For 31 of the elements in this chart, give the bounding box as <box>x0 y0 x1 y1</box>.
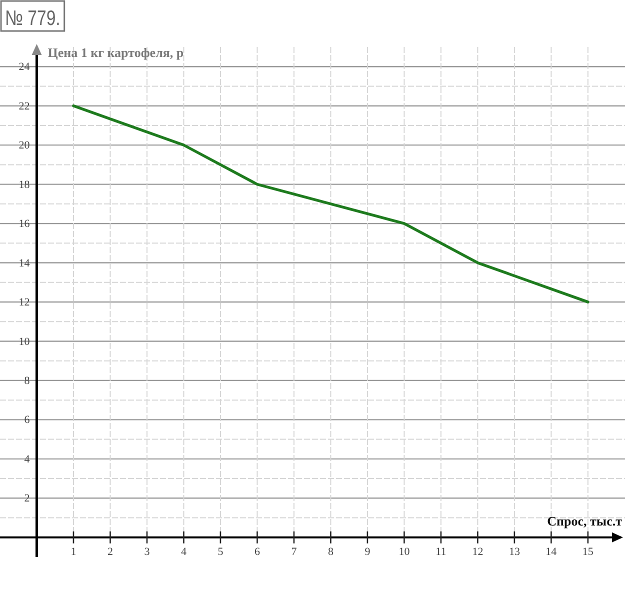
x-tick-label: 13 <box>508 546 520 558</box>
y-tick-label: 20 <box>18 140 30 152</box>
x-tick-label: 3 <box>144 546 150 558</box>
x-tick-label: 5 <box>218 546 224 558</box>
y-tick-label: 18 <box>18 178 30 191</box>
y-tick-label: 16 <box>18 218 30 230</box>
x-axis-title: Спрос, тыс.т <box>547 513 623 528</box>
x-tick-label: 14 <box>546 546 558 558</box>
y-tick-label: 6 <box>24 414 30 426</box>
x-tick-label: 10 <box>398 546 410 558</box>
x-tick-label: 2 <box>107 546 113 558</box>
y-tick-label: 2 <box>24 492 30 505</box>
y-axis-title: Цена 1 кг картофеля, р <box>48 45 184 60</box>
y-tick-label: 22 <box>18 100 30 112</box>
x-tick-label: 6 <box>254 546 260 558</box>
x-tick-label: 9 <box>364 546 371 558</box>
x-tick-label: 1 <box>70 546 76 558</box>
x-tick-label: 15 <box>582 546 594 558</box>
x-tick-label: 11 <box>436 546 446 558</box>
y-tick-label: 10 <box>18 336 30 348</box>
x-tick-label: 12 <box>472 546 484 558</box>
text: № 779. <box>5 7 60 31</box>
line-series <box>72 104 590 304</box>
x-tick-label: 4 <box>180 546 187 558</box>
y-tick-label: 14 <box>18 257 30 270</box>
x-tick-label: 7 <box>291 546 298 558</box>
y-tick-label: 12 <box>18 296 30 309</box>
x-tick-label: 8 <box>328 546 334 558</box>
y-tick-label: 4 <box>24 453 30 466</box>
y-tick-label: 8 <box>24 374 30 387</box>
y-tick-label: 24 <box>18 61 30 74</box>
